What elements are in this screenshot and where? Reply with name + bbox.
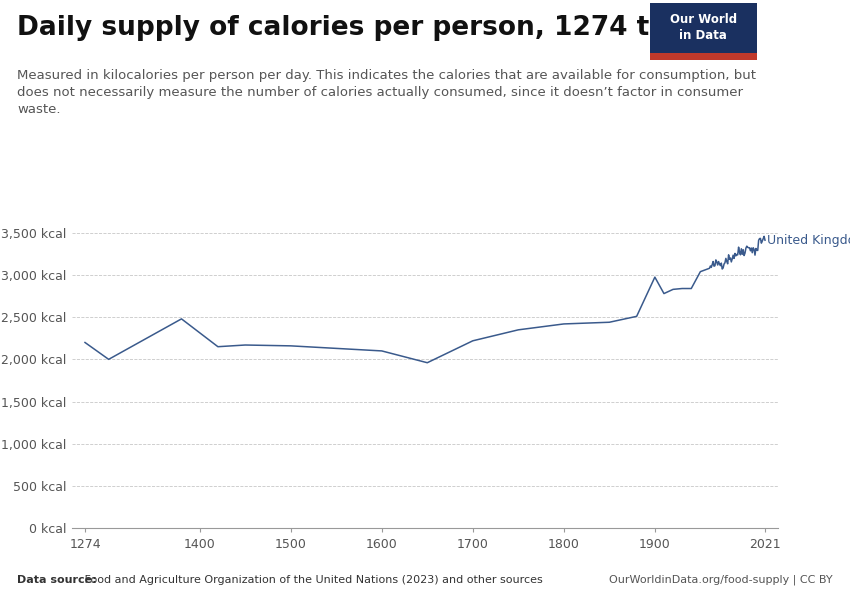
Text: OurWorldinData.org/food-supply | CC BY: OurWorldinData.org/food-supply | CC BY (609, 575, 833, 585)
Text: Food and Agriculture Organization of the United Nations (2023) and other sources: Food and Agriculture Organization of the… (81, 575, 542, 585)
Text: United Kingdom: United Kingdom (767, 233, 850, 247)
Text: Measured in kilocalories per person per day. This indicates the calories that ar: Measured in kilocalories per person per … (17, 69, 756, 116)
Text: Daily supply of calories per person, 1274 to 2021: Daily supply of calories per person, 127… (17, 15, 750, 41)
Text: Our World
in Data: Our World in Data (670, 13, 737, 43)
Text: Data source:: Data source: (17, 575, 97, 585)
